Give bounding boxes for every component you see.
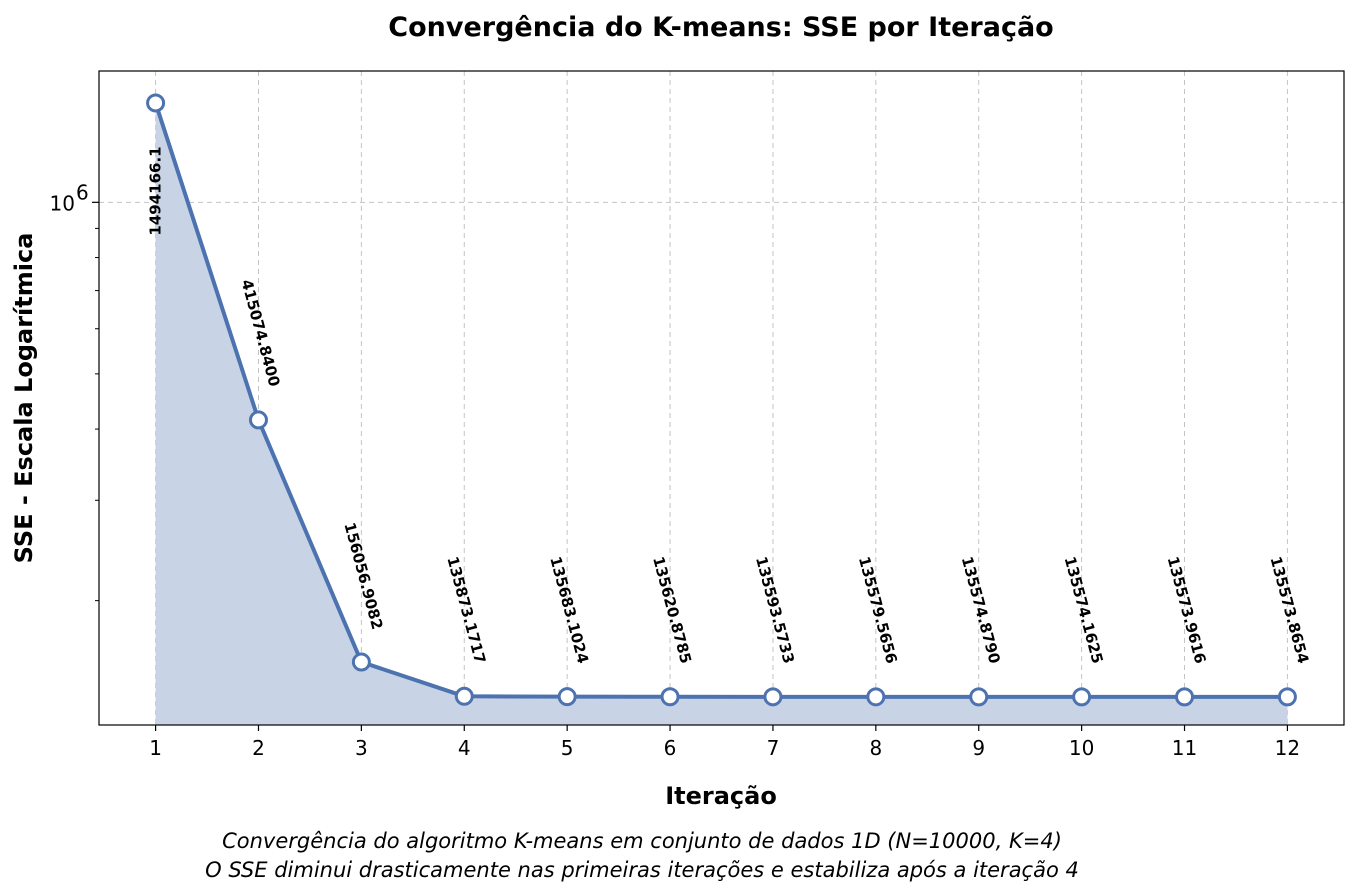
sse-series-line bbox=[153, 102, 1288, 699]
data-label: 1494166.1 bbox=[147, 146, 165, 235]
data-point bbox=[1072, 687, 1092, 707]
data-point bbox=[146, 93, 166, 113]
x-tick-label: 10 bbox=[1069, 736, 1094, 760]
y-axis-ticks: 10 6 bbox=[50, 180, 99, 602]
y-tick-label-base: 10 bbox=[50, 191, 75, 215]
x-tick-label: 3 bbox=[355, 736, 368, 760]
data-point bbox=[660, 687, 680, 707]
x-axis-label: Iteração bbox=[665, 782, 777, 810]
data-point bbox=[454, 686, 474, 706]
grid bbox=[99, 71, 1344, 725]
x-tick-label: 8 bbox=[869, 736, 882, 760]
data-point bbox=[557, 687, 577, 707]
plot-frame bbox=[98, 70, 1345, 726]
data-point bbox=[1277, 687, 1297, 707]
data-point bbox=[351, 652, 371, 672]
data-point bbox=[248, 410, 268, 430]
x-tick-label: 5 bbox=[561, 736, 574, 760]
x-tick-label: 11 bbox=[1172, 736, 1197, 760]
y-tick-label-exponent: 6 bbox=[76, 180, 89, 204]
data-point bbox=[763, 687, 783, 707]
x-tick-label: 2 bbox=[252, 736, 265, 760]
caption-line-2: O SSE diminui drasticamente nas primeira… bbox=[205, 858, 1079, 882]
data-point bbox=[969, 687, 989, 707]
caption-line-1: Convergência do algoritmo K-means em con… bbox=[222, 829, 1062, 853]
data-point bbox=[1175, 687, 1195, 707]
x-tick-label: 6 bbox=[664, 736, 677, 760]
x-tick-label: 9 bbox=[972, 736, 985, 760]
x-tick-label: 1 bbox=[149, 736, 162, 760]
data-point bbox=[866, 687, 886, 707]
x-tick-label: 7 bbox=[767, 736, 780, 760]
x-tick-label: 4 bbox=[458, 736, 471, 760]
x-tick-label: 12 bbox=[1275, 736, 1300, 760]
chart-title: Convergência do K-means: SSE por Iteraçã… bbox=[388, 12, 1053, 43]
y-axis-label: SSE - Escala Logarítmica bbox=[10, 233, 38, 564]
x-axis-ticks: 1 2 3 4 5 6 7 8 9 10 11 12 bbox=[149, 725, 1300, 760]
area-fill bbox=[155, 102, 1288, 725]
